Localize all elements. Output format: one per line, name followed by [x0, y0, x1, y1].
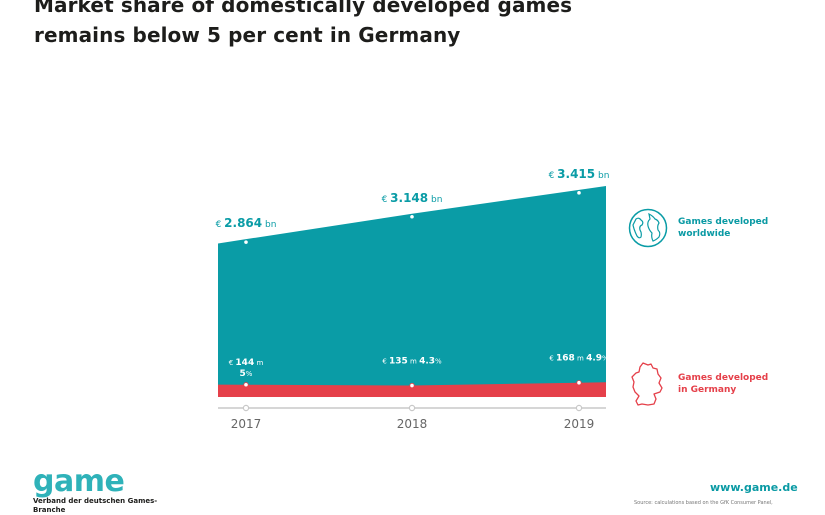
world-point-marker — [409, 214, 415, 220]
chart-title: Market share of domestically developed g… — [34, 0, 573, 47]
logo-subtitle: Verband der deutschen Games-Branche — [33, 497, 158, 514]
website-link[interactable]: www.game.de — [710, 481, 798, 494]
germany-point-marker — [576, 380, 582, 386]
legend-world: Games developed worldwide — [628, 208, 778, 248]
area-germany — [218, 382, 606, 397]
germany-share-label: 5% — [240, 369, 253, 379]
world-point-marker — [576, 190, 582, 196]
x-tick-label: 2018 — [397, 417, 428, 431]
legend-germany: Games developed in Germany — [630, 361, 778, 407]
x-tick-marker — [575, 404, 583, 412]
globe-icon — [628, 208, 668, 248]
world-data-label: € 3.415 bn — [549, 167, 610, 181]
x-tick-label: 2017 — [231, 417, 262, 431]
game-logo: game Verband der deutschen Games-Branche — [33, 466, 163, 515]
legend-germany-label: Games developed in Germany — [678, 373, 769, 395]
germany-data-label: € 144 m — [229, 358, 264, 368]
germany-data-label: € 168 m 4.9% — [549, 354, 609, 364]
germany-point-marker — [409, 382, 415, 389]
germany-data-label: € 135 m 4.3% — [382, 357, 442, 367]
area-world — [218, 185, 606, 397]
germany-point-marker — [243, 382, 249, 388]
source-note: Source: calculations based on the GfK Co… — [634, 500, 773, 506]
legend-world-label: Games developed worldwide — [678, 217, 769, 239]
germany-map-icon — [631, 362, 663, 406]
logo-wordmark: game — [33, 464, 125, 499]
x-tick-label: 2019 — [564, 417, 595, 431]
x-tick-marker — [242, 404, 250, 412]
world-data-label: € 2.864 bn — [216, 216, 277, 230]
world-data-label: € 3.148 bn — [382, 191, 443, 205]
x-tick-marker — [408, 404, 416, 412]
world-point-marker — [243, 239, 249, 245]
